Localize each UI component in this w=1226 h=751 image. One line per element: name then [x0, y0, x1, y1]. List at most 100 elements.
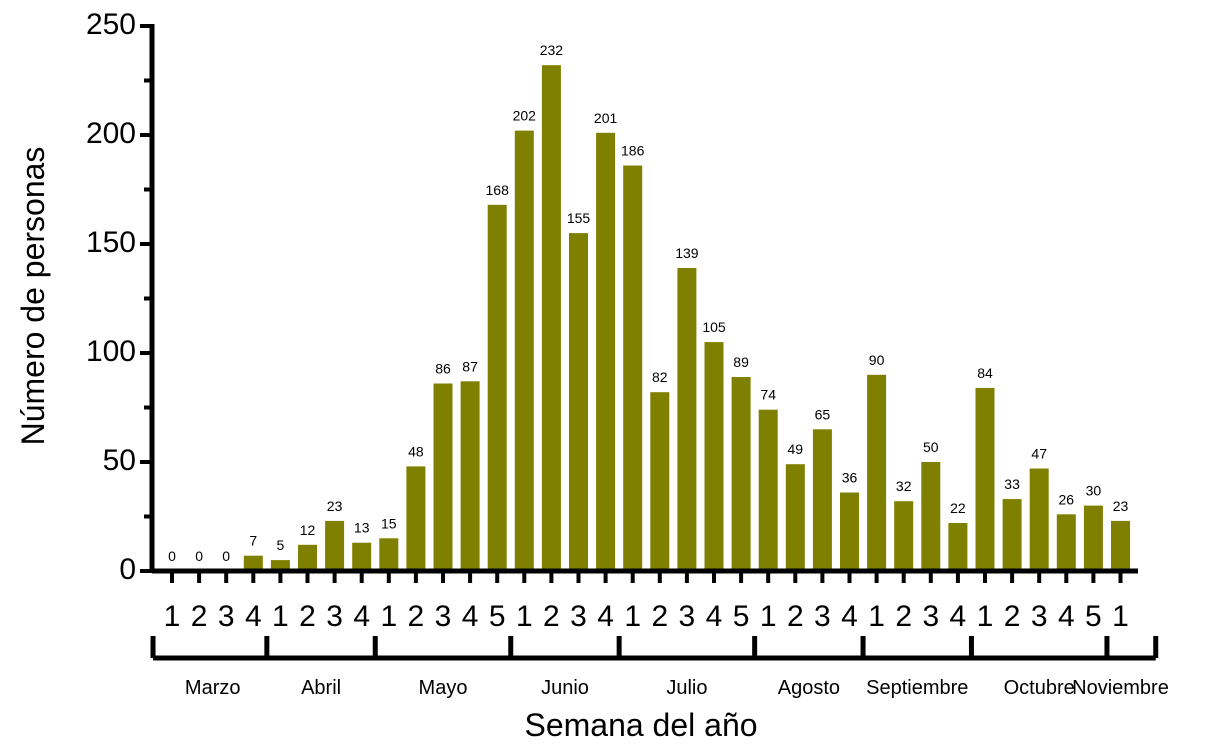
bar-value-label: 89 [733, 354, 749, 370]
bar [812, 429, 832, 571]
x-tick-label: 1 [868, 600, 885, 633]
y-axis-title: Número de personas [15, 147, 51, 446]
bar-value-label: 155 [567, 210, 591, 226]
bar-value-label: 33 [1004, 476, 1020, 492]
bar-value-label: 168 [486, 182, 510, 198]
month-label: Septiembre [866, 677, 968, 699]
month-label: Abril [301, 677, 341, 699]
x-tick-label: 1 [760, 600, 777, 633]
bar [460, 381, 480, 571]
bar-value-label: 139 [675, 245, 699, 261]
bar-value-label: 0 [222, 548, 230, 564]
x-tick-label: 1 [380, 600, 397, 633]
bar [840, 492, 859, 571]
month-groups: Marzo Abril Mayo Junio Julio Agosto Septiembre… [150, 636, 1169, 699]
month-label: Octubre [1004, 677, 1075, 699]
bar [1002, 499, 1022, 571]
x-tick-label: 1 [624, 600, 641, 633]
x-tick-label: 4 [841, 600, 858, 633]
bar-value-label: 74 [760, 387, 776, 403]
axes-group [140, 24, 1138, 583]
x-tick-label: 3 [570, 600, 587, 633]
bar [921, 462, 941, 571]
bar [948, 523, 968, 571]
bar-value-label: 36 [842, 470, 858, 486]
bar [867, 374, 887, 571]
bar-value-label: 232 [540, 42, 564, 58]
bar [433, 383, 453, 571]
bar-value-label: 12 [300, 522, 316, 538]
x-tick-label: 3 [1031, 600, 1048, 633]
x-tick-label: 5 [733, 600, 750, 633]
bar [569, 233, 588, 571]
x-tick-label: 2 [787, 600, 804, 633]
bar [704, 342, 724, 571]
bar-value-label: 0 [195, 548, 203, 564]
x-tick-label: 5 [1085, 600, 1102, 633]
bar-value-label: 0 [168, 548, 176, 564]
bar-value-label: 23 [327, 498, 343, 514]
bar-value-label: 186 [621, 143, 645, 159]
bar-value-label: 15 [381, 515, 397, 531]
x-tick-label: 4 [245, 600, 262, 633]
bar-value-label: 202 [513, 108, 537, 124]
x-tick-label: 2 [299, 600, 316, 633]
x-tick-label: 3 [435, 600, 452, 633]
bar [1111, 520, 1130, 571]
x-tick-label: 3 [922, 600, 939, 633]
bar [352, 542, 372, 571]
bar [406, 466, 426, 571]
x-tick-label: 4 [706, 600, 723, 633]
x-axis-title: Semana del año [524, 707, 757, 743]
x-tick-label: 4 [1058, 600, 1075, 633]
value-labels-group: 0 0 0 7 5 12 23 13 15 48 86 87 168 202 232 155 201 186 82 1… [168, 42, 1128, 564]
bar [379, 538, 399, 571]
bar-value-label: 26 [1059, 491, 1075, 507]
x-tick-label: 3 [814, 600, 831, 633]
bar-value-label: 201 [594, 110, 618, 126]
x-tick-label: 4 [462, 600, 479, 633]
bar-value-label: 32 [896, 478, 912, 494]
bar-value-label: 87 [462, 358, 478, 374]
bar [514, 130, 534, 571]
bar-value-label: 84 [977, 365, 993, 381]
bar-value-label: 48 [408, 443, 424, 459]
bar [1056, 514, 1076, 571]
month-label: Noviembre [1072, 677, 1169, 699]
bar [541, 65, 561, 571]
y-tick-label: 50 [103, 444, 136, 477]
x-tick-label: 5 [489, 600, 506, 633]
month-label: Julio [666, 677, 707, 699]
bar-value-label: 86 [435, 361, 451, 377]
bars-group [243, 65, 1130, 572]
bar [731, 377, 751, 571]
x-tick-label: 1 [1112, 600, 1129, 633]
x-tick-label: 1 [272, 600, 289, 633]
y-tick-label: 100 [86, 335, 136, 368]
y-tick-label: 250 [86, 8, 136, 41]
y-tick-label: 200 [86, 117, 136, 150]
x-tick-label: 3 [679, 600, 696, 633]
x-tick-label: 4 [597, 600, 614, 633]
month-label: Junio [541, 677, 589, 699]
bar-value-label: 49 [788, 441, 804, 457]
x-tick-label: 1 [516, 600, 533, 633]
y-tick-labels-group: 0 50 100 150 200 250 [86, 8, 136, 586]
bar [298, 544, 317, 571]
bar-value-label: 82 [652, 369, 668, 385]
bar-value-label: 50 [923, 439, 939, 455]
bar [758, 409, 778, 571]
bar [623, 165, 643, 571]
x-tick-label: 3 [218, 600, 235, 633]
bar [1083, 505, 1103, 571]
bar [975, 387, 995, 571]
x-tick-label: 2 [1004, 600, 1021, 633]
x-tick-label: 2 [651, 600, 668, 633]
bar [1029, 468, 1049, 571]
bar-value-label: 30 [1086, 483, 1102, 499]
month-label: Mayo [419, 677, 468, 699]
y-tick-label: 150 [86, 226, 136, 259]
bar [785, 464, 805, 571]
